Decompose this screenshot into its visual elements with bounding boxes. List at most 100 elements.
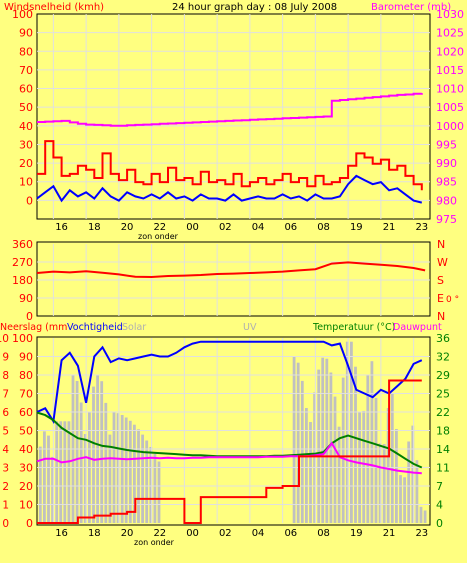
solar-bar	[423, 510, 427, 523]
rain-humidity-temp-panel: 1009080706050403020100109876543210 36322…	[0, 332, 450, 547]
humidity-line	[36, 340, 423, 425]
uv-axis-title: UV	[243, 322, 257, 333]
direction-zero-label: 0 °	[446, 295, 459, 305]
y-tick-label: 1010	[436, 83, 464, 96]
y-tick-label: 360	[12, 238, 33, 251]
y-tick-label: 100	[12, 8, 33, 21]
y-tick-label: 0	[436, 517, 443, 530]
x-tick-label: 21	[383, 222, 396, 233]
x-tick-label: 08	[317, 528, 330, 539]
x-tick-label: 19	[350, 222, 363, 233]
y-tick-label: 1005	[436, 101, 464, 114]
wind-axis-title: Windsnelheid (kmh)	[4, 2, 104, 13]
solar-bar	[59, 421, 63, 524]
y-tick-label: N	[437, 238, 445, 251]
barometer-axis-ticks: 1030 1025 1020 1015 1010 1005 1000 995 990 985 980…	[436, 8, 464, 226]
solar-bars	[38, 341, 427, 524]
barometer-line	[37, 92, 423, 127]
y-tick-label: 32	[436, 351, 450, 364]
wind-average-line	[36, 174, 423, 204]
solar-bar	[104, 402, 108, 523]
solar-bar	[141, 434, 144, 523]
solar-bar	[395, 429, 398, 523]
rain-tick-label: 1	[2, 500, 9, 512]
solar-bar	[300, 380, 304, 523]
solar-bar	[67, 421, 71, 524]
solar-bar	[43, 431, 46, 523]
rain-tick-label: 0	[2, 518, 9, 530]
rain-tick-label: 9	[2, 352, 9, 364]
solar-bar	[333, 396, 337, 523]
y-tick-label: 100	[12, 332, 33, 345]
y-tick-label: 50	[19, 425, 33, 438]
y-tick-label: 80	[19, 45, 33, 58]
sunset-label-bottom: zon onder	[134, 538, 175, 547]
y-tick-label: 60	[19, 406, 33, 419]
y-tick-label: 0	[26, 194, 33, 207]
y-tick-label: 10	[19, 499, 33, 512]
x-tick-label: 02	[219, 528, 232, 539]
x-tick-label: 06	[284, 222, 297, 233]
x-tick-label: 22	[153, 528, 166, 539]
x-tick-label: 16	[55, 222, 68, 233]
solar-bar	[124, 417, 128, 523]
y-tick-label: 80	[19, 369, 33, 382]
y-tick-label: 60	[19, 83, 33, 96]
y-tick-label: 18	[436, 425, 450, 438]
solar-bar	[75, 381, 79, 523]
y-tick-label: 11	[436, 462, 450, 475]
solar-bar	[305, 408, 308, 523]
y-tick-label: 25	[436, 388, 450, 401]
x-tick-label: 23	[415, 528, 428, 539]
x-tick-label: 08	[317, 222, 330, 233]
x-axis-ticks-top: 16 18 20 22 00 02 04 06 08 19 21 23	[55, 222, 428, 233]
solar-bar	[137, 429, 140, 523]
x-tick-label: 22	[153, 222, 166, 233]
y-tick-label: 90	[19, 351, 33, 364]
y-tick-label: 50	[19, 101, 33, 114]
solar-bar	[419, 506, 423, 523]
solar-bar	[51, 456, 54, 523]
solar-bar	[108, 434, 112, 523]
temperature-axis-ticks: 36 32 29 25 22 18 14 11 7 4 0	[436, 332, 450, 530]
y-tick-label: 30	[19, 462, 33, 475]
solar-bar	[296, 362, 300, 523]
temperature-axis-title: Temperatuur (°C)	[312, 322, 395, 333]
solar-bar	[313, 392, 316, 523]
solar-axis-title: Solar	[122, 322, 146, 333]
solar-bar	[374, 397, 378, 523]
y-tick-label: 14	[436, 443, 450, 456]
wind-direction-frame	[36, 241, 431, 317]
y-tick-label: 270	[12, 256, 33, 269]
solar-bar	[145, 440, 149, 523]
solar-bar	[399, 475, 402, 523]
solar-bar	[116, 413, 120, 523]
y-tick-label: 40	[19, 443, 33, 456]
solar-bar	[100, 381, 104, 523]
rain-tick-label: 7	[2, 389, 9, 401]
solar-bar	[345, 341, 349, 523]
y-tick-label: S	[437, 274, 444, 287]
solar-bar	[55, 421, 59, 524]
y-tick-label: 20	[19, 480, 33, 493]
y-tick-label: 10	[19, 176, 33, 189]
rain-tick-label: 8	[2, 370, 9, 382]
rain-tick-label: 5	[2, 426, 9, 438]
y-tick-label: 70	[19, 388, 33, 401]
solar-bar	[47, 435, 50, 523]
wind-direction-line	[36, 261, 426, 279]
solar-bar	[157, 461, 161, 523]
solar-bar	[337, 426, 341, 523]
x-tick-label: 00	[186, 528, 199, 539]
y-tick-label: 4	[436, 499, 443, 512]
solar-bar	[354, 366, 357, 523]
x-tick-label: 00	[186, 222, 199, 233]
solar-bar	[63, 421, 67, 524]
solar-bar	[128, 420, 132, 523]
solar-bar	[386, 408, 390, 523]
rain-line	[37, 379, 422, 524]
y-tick-label: 1000	[436, 120, 464, 133]
